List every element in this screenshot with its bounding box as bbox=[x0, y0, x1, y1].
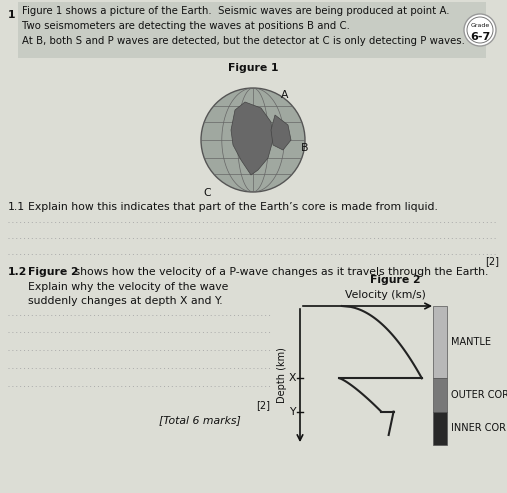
Text: At B, both S and P waves are detected, but the detector at C is only detecting P: At B, both S and P waves are detected, b… bbox=[22, 36, 465, 46]
Text: INNER CORE: INNER CORE bbox=[451, 423, 507, 433]
Polygon shape bbox=[271, 115, 291, 150]
Bar bbox=[433, 412, 447, 445]
Text: B: B bbox=[301, 143, 308, 153]
Circle shape bbox=[201, 88, 305, 192]
Text: X: X bbox=[288, 373, 296, 383]
Text: 1.1: 1.1 bbox=[8, 202, 25, 212]
Text: Grade: Grade bbox=[470, 23, 490, 28]
Bar bbox=[433, 378, 447, 412]
Text: Explain why the velocity of the wave: Explain why the velocity of the wave bbox=[28, 282, 228, 292]
Text: suddenly changes at depth X and Y.: suddenly changes at depth X and Y. bbox=[28, 296, 223, 306]
Text: Figure 2: Figure 2 bbox=[28, 267, 79, 277]
Text: Figure 1 shows a picture of the Earth.  Seismic waves are being produced at poin: Figure 1 shows a picture of the Earth. S… bbox=[22, 6, 450, 16]
Text: 6-7: 6-7 bbox=[470, 32, 490, 42]
Text: Figure 2: Figure 2 bbox=[370, 275, 420, 285]
Text: Y: Y bbox=[289, 407, 296, 417]
Text: OUTER CORE: OUTER CORE bbox=[451, 390, 507, 400]
Text: Two seismometers are detecting the waves at positions B and C.: Two seismometers are detecting the waves… bbox=[22, 21, 350, 31]
Text: Explain how this indicates that part of the Earth’s core is made from liquid.: Explain how this indicates that part of … bbox=[28, 202, 438, 212]
Polygon shape bbox=[231, 102, 273, 175]
Text: shows how the velocity of a P-wave changes as it travels through the Earth.: shows how the velocity of a P-wave chang… bbox=[71, 267, 488, 277]
Text: A: A bbox=[281, 90, 288, 100]
Text: Velocity (km/s): Velocity (km/s) bbox=[345, 290, 425, 300]
Text: [2]: [2] bbox=[256, 400, 270, 410]
Text: [Total 6 marks]: [Total 6 marks] bbox=[159, 415, 241, 425]
Bar bbox=[18, 2, 486, 58]
Text: MANTLE: MANTLE bbox=[451, 337, 491, 347]
Text: Depth (km): Depth (km) bbox=[277, 348, 287, 403]
Text: 1.2: 1.2 bbox=[8, 267, 27, 277]
Text: [2]: [2] bbox=[485, 256, 499, 266]
Text: 1: 1 bbox=[8, 10, 16, 20]
Bar bbox=[433, 306, 447, 378]
Text: C: C bbox=[203, 188, 211, 198]
Circle shape bbox=[464, 14, 496, 46]
Text: Figure 1: Figure 1 bbox=[228, 63, 278, 73]
